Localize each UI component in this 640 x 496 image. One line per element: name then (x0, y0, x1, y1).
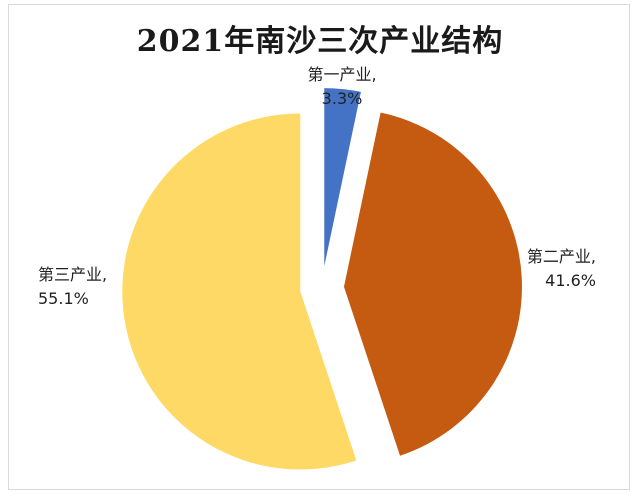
pie-label-primary: 第一产业, 3.3% (307, 65, 376, 108)
chart-title: 2021年南沙三次产业结构 (136, 24, 504, 59)
pie-label-secondary-value: 41.6% (545, 271, 596, 290)
pie-slice-primary (324, 88, 361, 267)
pie-slice-tertiary (122, 113, 357, 470)
pie-slice-secondary (343, 112, 522, 456)
pie-label-secondary: 第二产业, 41.6% (527, 247, 596, 290)
pie-label-secondary-category: 第二产业, (527, 247, 596, 266)
pie-label-tertiary: 第三产业, 55.1% (38, 265, 107, 308)
pie-label-tertiary-category: 第三产业, (38, 265, 107, 284)
pie-label-primary-category: 第一产业, (307, 65, 376, 84)
pie-label-tertiary-value: 55.1% (38, 289, 89, 308)
pie-label-primary-value: 3.3% (322, 89, 363, 108)
